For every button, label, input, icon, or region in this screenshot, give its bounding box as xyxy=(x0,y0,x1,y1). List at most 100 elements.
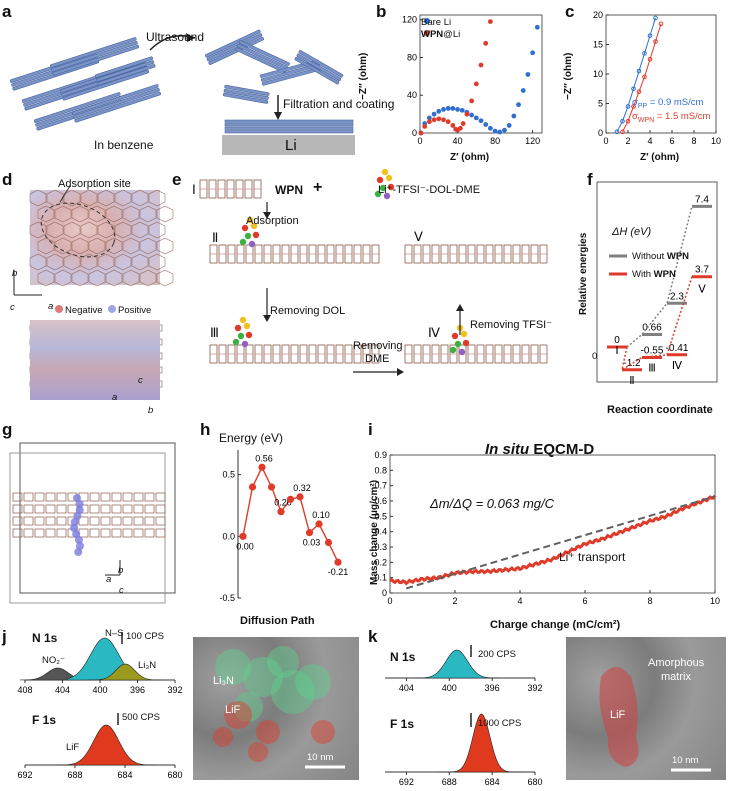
h-point xyxy=(286,495,295,503)
tem-image-j: Li₃N LiF 10 nm xyxy=(193,637,359,780)
li-diffusion-site xyxy=(70,524,79,532)
i-xtick-label: 0 xyxy=(387,596,392,606)
arrowhead xyxy=(456,304,464,311)
stage-IV: Ⅳ xyxy=(428,325,440,340)
hexagon-ring xyxy=(114,189,132,207)
panel-i-label: i xyxy=(368,420,373,439)
k-f-tick-label: 684 xyxy=(485,777,500,787)
sheet-layer xyxy=(51,40,138,72)
stage-I: Ⅰ xyxy=(192,182,196,197)
atom xyxy=(462,339,470,347)
i-xtick-label: 10 xyxy=(710,596,720,606)
j-f-tick-label: 692 xyxy=(17,770,32,780)
k-n-peak xyxy=(413,649,500,679)
c-point-wpn xyxy=(620,129,625,135)
c-xlabel: Z′ (ohm) xyxy=(640,152,680,163)
hexagon-ring xyxy=(114,221,132,239)
hexagon-ring xyxy=(80,189,98,207)
panel-a-label: a xyxy=(2,2,12,21)
sheet-layer xyxy=(205,29,261,58)
li-diffusion-site xyxy=(74,536,83,544)
framework-unit xyxy=(34,528,45,538)
d-axis-b: b xyxy=(12,268,18,279)
j-f-peak xyxy=(55,724,157,766)
k-f-tick-label: 688 xyxy=(442,777,457,787)
d-axis-a: a xyxy=(48,301,54,312)
atom xyxy=(374,190,382,198)
energy-profile-f: 0.66 2.3 7.4 0 -1.2-0.55 -0.41 3.7 Ⅰ Ⅱ Ⅲ Ⅳ Ⅴ xyxy=(596,181,718,387)
hexagon-ring xyxy=(114,253,132,271)
nanosheet xyxy=(205,29,264,65)
h-plot-area: -0.5 0.0 0.5 0.00 0.56 0.200.32 0.03 0.10 -0.21 xyxy=(219,450,348,603)
hexagon-ring xyxy=(54,237,72,255)
d-axis-a2: a xyxy=(112,392,118,403)
nyquist-plot-c: 0 2 4 6 8 10 0 5 10 15 20 xyxy=(593,10,721,146)
c-xtick-label: 6 xyxy=(669,136,674,146)
hexagon-ring xyxy=(37,237,55,255)
framework-unit xyxy=(100,504,111,514)
f-leg-with: With WPN xyxy=(632,269,676,280)
atom xyxy=(234,324,242,332)
lif-region xyxy=(311,720,335,744)
j-ns: N–S xyxy=(105,628,124,639)
hexagon-ring xyxy=(80,253,98,271)
framework-unit xyxy=(155,492,166,502)
h-point xyxy=(296,493,304,501)
atom xyxy=(376,176,384,184)
in-benzene-label: In benzene xyxy=(94,138,154,152)
h-point-label: 0.56 xyxy=(255,453,273,463)
f-zero: 0 xyxy=(592,351,598,362)
tem-k-amorph-b: matrix xyxy=(661,671,691,683)
b-point-bare xyxy=(502,127,507,133)
c-point-wpn xyxy=(625,118,631,124)
framework-unit xyxy=(111,492,122,502)
j-f1s: F 1s xyxy=(32,713,57,727)
c-plot-area: 0 2 4 6 8 10 0 5 10 15 20 xyxy=(593,10,721,146)
framework-unit xyxy=(155,528,166,538)
b-point-bare xyxy=(534,24,540,30)
framework-unit xyxy=(133,504,144,514)
i-xtick-label: 4 xyxy=(517,596,522,606)
sheet-layer xyxy=(73,87,160,119)
framework-unit xyxy=(111,528,122,538)
stage-III: Ⅲ xyxy=(210,325,219,340)
arrowhead xyxy=(397,368,404,376)
b-point-wpn xyxy=(457,125,463,131)
hexagon-ring xyxy=(131,189,149,207)
b-point-bare xyxy=(431,111,437,117)
c-point-wpn xyxy=(631,104,636,109)
sheet-layer xyxy=(62,69,150,101)
framework-unit xyxy=(12,504,23,514)
sheet-layer xyxy=(74,91,162,123)
sheet-layer xyxy=(206,33,263,62)
hexagon-ring xyxy=(37,205,55,223)
j-cps500: 500 CPS xyxy=(122,712,161,723)
removing-dme-a: Removing xyxy=(353,340,403,352)
atom xyxy=(239,316,247,324)
tem-image-k: Amorphous matrix LiF 10 nm xyxy=(566,637,726,780)
panel-b-label: b xyxy=(376,2,387,21)
h-point xyxy=(267,483,276,491)
li-diffusion-site xyxy=(72,530,81,538)
j-n-peak xyxy=(87,663,163,681)
j-f-tick-label: 688 xyxy=(67,770,82,780)
f-stage-label: Ⅲ xyxy=(648,362,656,374)
b-point-wpn xyxy=(478,62,484,68)
framework-unit xyxy=(56,528,67,538)
k-n-tick-label: 400 xyxy=(442,683,457,693)
stage-V: Ⅴ xyxy=(414,229,423,244)
i-transport: Li⁺ transport xyxy=(559,550,626,564)
panel-j-label: j xyxy=(2,627,7,646)
j-f-tick-label: 684 xyxy=(117,770,132,780)
h-xlabel: Diffusion Path xyxy=(240,615,315,627)
b-point-bare xyxy=(520,88,526,93)
i-equation: Δm/ΔQ = 0.063 mg/C xyxy=(430,496,555,511)
j-n-tick-label: 392 xyxy=(167,685,182,695)
slab-IV xyxy=(404,344,548,364)
f-stage-label: Ⅰ xyxy=(615,345,618,357)
i-xtick-label: 8 xyxy=(647,596,652,606)
b-point-wpn xyxy=(445,119,451,125)
atom xyxy=(241,224,249,232)
h-point-label: 0.10 xyxy=(312,510,330,520)
adsorbed-cluster-III xyxy=(232,316,253,348)
